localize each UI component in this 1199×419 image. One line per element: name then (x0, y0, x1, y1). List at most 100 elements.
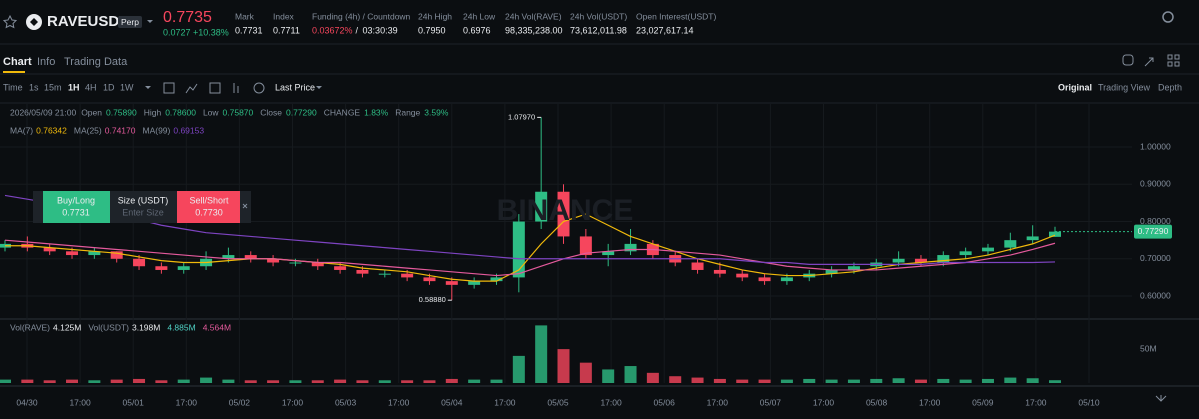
view-tab[interactable]: Original (1058, 82, 1092, 92)
sell-price[interactable]: 0.7730 (195, 207, 223, 217)
candle-body (736, 273, 749, 278)
x-tick-label: 17:00 (1025, 397, 1047, 407)
stat-separator: / (356, 25, 359, 35)
sell-label[interactable]: Sell/Short (189, 195, 229, 205)
dropdown-caret[interactable] (147, 20, 153, 23)
layout-icon[interactable] (1174, 61, 1180, 67)
x-tick-label: 05/06 (654, 397, 676, 407)
tab[interactable]: Chart (3, 56, 32, 68)
stat-value: 0.6976 (463, 25, 491, 35)
x-tick-label: 05/08 (866, 397, 888, 407)
info-value: 0.78600 (165, 107, 196, 117)
price-change: 0.0727 (163, 27, 191, 37)
volume-bar (981, 378, 994, 383)
volume-bar (1004, 377, 1017, 383)
interval[interactable]: 4H (85, 82, 97, 92)
sell-button[interactable] (177, 191, 240, 223)
time-label: Time (3, 82, 23, 92)
ma-line (4, 194, 1056, 265)
symbol[interactable]: RAVEUSDT (47, 13, 128, 30)
info-value: 0.77290 (286, 107, 317, 117)
tool-icon[interactable] (253, 82, 265, 94)
tab[interactable]: Trading Data (64, 56, 128, 68)
layout-icon[interactable] (1167, 61, 1173, 67)
volume-bar (669, 376, 682, 383)
interval[interactable]: 1s (29, 82, 39, 92)
price-type[interactable]: Last Price (275, 82, 315, 92)
candle-body (713, 269, 726, 274)
interval-caret[interactable] (145, 86, 151, 89)
candle-body (177, 266, 190, 270)
price-type-caret[interactable] (316, 86, 322, 89)
volume-bar (88, 380, 101, 383)
candle-body (423, 277, 436, 282)
tab[interactable]: Info (37, 56, 55, 68)
candle-body (222, 255, 235, 259)
candle-body (624, 243, 637, 252)
volume-bar (602, 369, 615, 383)
candle-body (1026, 236, 1039, 241)
scale-icon[interactable] (1155, 395, 1167, 402)
volume-bar (222, 379, 235, 383)
candle-body (244, 255, 257, 259)
buy-label[interactable]: Buy/Long (57, 195, 95, 205)
volume-bar (267, 380, 280, 383)
candle-body (959, 251, 972, 256)
settings-icon[interactable] (1162, 11, 1174, 23)
stat-label: Funding (4h) / Countdown (312, 11, 411, 21)
volume-bar (646, 372, 659, 383)
alert-icon[interactable] (1122, 54, 1134, 66)
candle-body (110, 251, 123, 259)
candle-body (602, 251, 615, 256)
x-tick-label: 17:00 (919, 397, 941, 407)
ma-legend-value: 0.74170 (105, 125, 136, 135)
info-label: Range (395, 107, 420, 117)
last-price-tag (1134, 224, 1172, 239)
candle-body (378, 273, 391, 275)
size-input[interactable]: Enter Size (122, 207, 164, 217)
interval[interactable]: 1D (103, 82, 115, 92)
stat-value: 0.03672% (312, 25, 353, 35)
interval[interactable]: 1W (120, 82, 134, 92)
volume-bar (1049, 380, 1061, 383)
volume-bar (1026, 378, 1039, 383)
tool-icon[interactable] (163, 82, 175, 94)
ma-line (5, 213, 1056, 282)
view-tab[interactable]: Trading View (1098, 82, 1151, 92)
x-tick-label: 05/02 (229, 397, 251, 407)
close-icon[interactable] (242, 203, 248, 209)
stat-value: 98,335,238.00 (505, 25, 563, 35)
info-label: High (144, 107, 162, 117)
tool-icon[interactable] (209, 82, 221, 94)
interval[interactable]: 1H (68, 82, 80, 92)
interval[interactable]: 15m (44, 82, 62, 92)
candle-body (311, 262, 324, 267)
coin-logo-mark (30, 18, 38, 26)
candle-body (780, 277, 793, 282)
ma-legend-name: MA(99) (142, 125, 170, 135)
size-label: Size (USDT) (118, 195, 169, 205)
x-tick-label: 17:00 (707, 397, 729, 407)
candle-body (401, 273, 414, 278)
layout-icon[interactable] (1167, 54, 1173, 60)
volume-bar (847, 379, 860, 383)
view-tab[interactable]: Depth (1158, 82, 1182, 92)
stat-value: 73,612,011.98 (570, 25, 627, 35)
favorite-icon[interactable] (2, 14, 18, 29)
high-label: 1.07970 (508, 112, 535, 121)
volume-legend-value: 3.198M (132, 322, 160, 332)
buy-price[interactable]: 0.7731 (62, 207, 90, 217)
candle-body (490, 277, 503, 282)
expand-icon[interactable] (1144, 57, 1154, 67)
volume-bar (21, 379, 34, 383)
candle-body (825, 269, 838, 274)
tool-icon[interactable] (233, 83, 239, 93)
tool-icon[interactable] (185, 83, 198, 94)
x-tick-label: 04/30 (16, 397, 38, 407)
candle-body (1049, 231, 1061, 237)
stat-label: 24h Vol(RAVE) (505, 11, 562, 21)
candle-body (847, 266, 860, 270)
layout-icon[interactable] (1174, 54, 1180, 60)
buy-button[interactable] (43, 191, 110, 223)
